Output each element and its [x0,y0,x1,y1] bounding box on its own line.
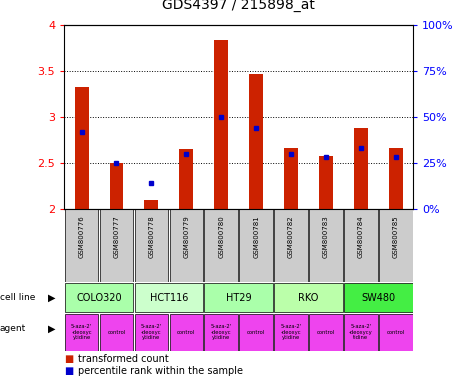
Text: 5-aza-2'
-deoxyc
ytidine: 5-aza-2' -deoxyc ytidine [280,324,302,340]
Text: 5-aza-2'
-deoxyc
ytidine: 5-aza-2' -deoxyc ytidine [71,324,92,340]
Bar [65,283,133,312]
Text: 5-aza-2'
-deoxyc
ytidine: 5-aza-2' -deoxyc ytidine [141,324,162,340]
Bar [134,314,168,351]
Text: GSM800781: GSM800781 [253,215,259,258]
Text: 5-aza-2'
-deoxyc
ytidine: 5-aza-2' -deoxyc ytidine [210,324,232,340]
Bar [204,283,273,312]
Bar [180,149,193,209]
Bar [204,209,238,282]
Bar [344,209,378,282]
Bar [134,283,203,312]
Bar [110,163,124,209]
Text: percentile rank within the sample: percentile rank within the sample [78,366,243,376]
Text: ▶: ▶ [48,293,55,303]
Bar [274,283,343,312]
Bar [204,314,238,351]
Text: control: control [387,329,405,335]
Text: control: control [107,329,125,335]
Text: GSM800785: GSM800785 [393,215,399,258]
Text: transformed count: transformed count [78,354,169,364]
Text: GSM800783: GSM800783 [323,215,329,258]
Bar [170,209,203,282]
Bar [389,147,403,209]
Bar [309,314,343,351]
Bar [284,147,298,209]
Text: GSM800784: GSM800784 [358,215,364,258]
Text: ■: ■ [64,366,73,376]
Text: COLO320: COLO320 [76,293,122,303]
Text: GSM800782: GSM800782 [288,215,294,258]
Bar [134,209,168,282]
Text: GSM800779: GSM800779 [183,215,190,258]
Text: HCT116: HCT116 [150,293,188,303]
Text: HT29: HT29 [226,293,251,303]
Text: ■: ■ [64,354,73,364]
Text: GDS4397 / 215898_at: GDS4397 / 215898_at [162,0,315,12]
Bar [170,314,203,351]
Text: agent: agent [0,324,26,333]
Bar [249,74,263,209]
Text: GSM800780: GSM800780 [218,215,224,258]
Bar [214,40,228,209]
Text: GSM800776: GSM800776 [78,215,85,258]
Bar [379,209,413,282]
Text: ▶: ▶ [48,323,55,333]
Bar [75,87,88,209]
Text: GSM800778: GSM800778 [148,215,154,258]
Bar [379,314,413,351]
Bar [239,209,273,282]
Bar [354,128,368,209]
Text: RKO: RKO [298,293,319,303]
Bar [344,283,413,312]
Bar [274,314,308,351]
Bar [344,314,378,351]
Text: control: control [247,329,265,335]
Text: 5-aza-2'
-deoxycy
tidine: 5-aza-2' -deoxycy tidine [349,324,373,340]
Bar [239,314,273,351]
Bar [65,314,98,351]
Text: GSM800777: GSM800777 [114,215,120,258]
Text: cell line: cell line [0,293,35,302]
Bar [65,209,98,282]
Bar [100,209,133,282]
Bar [309,209,343,282]
Bar [100,314,133,351]
Bar [144,200,158,209]
Text: SW480: SW480 [361,293,395,303]
Bar [274,209,308,282]
Bar [319,156,333,209]
Text: control: control [317,329,335,335]
Text: control: control [177,329,195,335]
